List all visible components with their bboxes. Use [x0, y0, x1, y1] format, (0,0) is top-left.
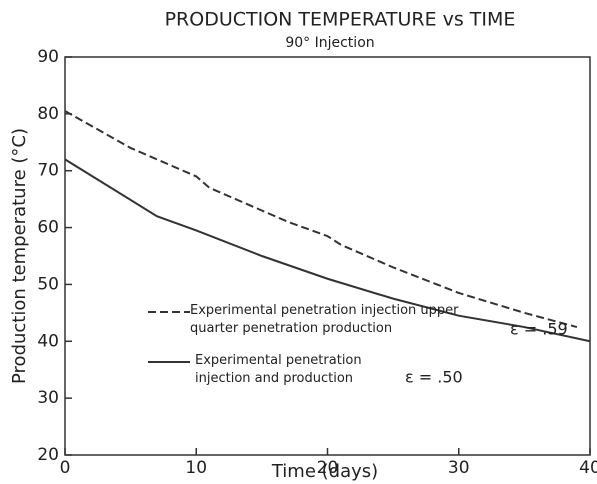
- x-tick-label: 30: [448, 458, 470, 478]
- y-tick-label: 50: [37, 274, 59, 294]
- plot-frame: [64, 56, 591, 456]
- series-line: [64, 110, 578, 329]
- y-tick-label: 30: [37, 388, 59, 408]
- legend-label-box: Experimental penetration injection and p…: [195, 353, 362, 386]
- y-tick-label: 60: [37, 218, 59, 238]
- x-axis-label: Time (days): [271, 461, 378, 482]
- y-tick-label: 80: [37, 104, 59, 124]
- y-tick-label: 70: [37, 161, 59, 181]
- x-tick-label: 10: [185, 458, 207, 478]
- chart-subtitle: 90° Injection: [285, 35, 374, 51]
- legend-label-box: Experimental penetration injection upper…: [190, 303, 459, 336]
- y-axis-label: Production temperature (°C): [9, 128, 30, 384]
- y-tick-label: 20: [37, 445, 59, 465]
- series-line: [64, 158, 591, 343]
- annotation: ε = .59: [510, 320, 568, 339]
- x-tick-label: 0: [60, 458, 71, 478]
- y-tick-label: 90: [37, 47, 59, 67]
- legend-label: Experimental penetration injection and p…: [195, 353, 362, 386]
- chart-title: PRODUCTION TEMPERATURE vs TIME: [165, 9, 516, 31]
- x-tick-label: 20: [317, 458, 339, 478]
- annotation: ε = .50: [405, 368, 463, 387]
- x-tick-label: 40: [579, 458, 597, 478]
- y-tick-label: 40: [37, 331, 59, 351]
- legend-label: Experimental penetration injection upper…: [190, 303, 459, 336]
